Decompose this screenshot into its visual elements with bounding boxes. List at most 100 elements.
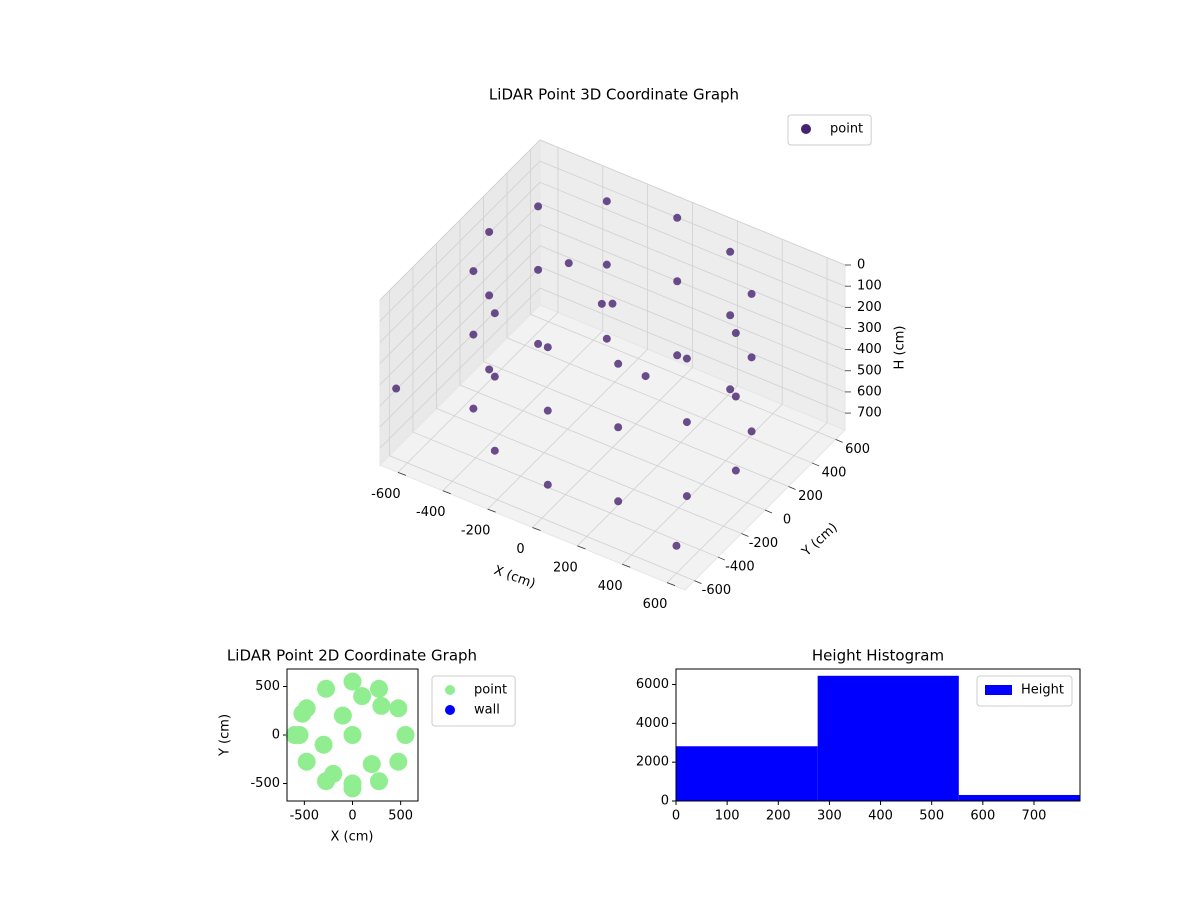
- x-tick-label: 200: [766, 809, 791, 824]
- legend-box: [787, 114, 872, 146]
- grid-line: [379, 287, 541, 449]
- grid-line: [389, 455, 695, 581]
- point: [297, 752, 316, 771]
- point: [485, 227, 494, 236]
- z-tick-label: 100: [857, 279, 882, 294]
- legend-label: point: [830, 122, 863, 137]
- tick-mark: [487, 508, 496, 513]
- tick-mark: [788, 486, 796, 490]
- point: [324, 764, 343, 783]
- tick-mark: [694, 580, 702, 584]
- point: [485, 365, 494, 374]
- grid-line: [436, 408, 742, 534]
- point: [731, 392, 740, 401]
- point: [369, 772, 388, 791]
- x-tick-label: 0: [672, 809, 680, 824]
- chart-title: LiDAR Point 2D Coordinate Graph: [227, 647, 477, 665]
- x-tick-label: -500: [290, 809, 320, 824]
- point: [353, 687, 372, 706]
- legend-label: Height: [1021, 683, 1064, 698]
- point: [641, 372, 650, 381]
- z-tick-label: 0: [857, 258, 865, 273]
- grid-line: [539, 245, 846, 372]
- z-tick-label: 300: [857, 321, 882, 336]
- y-tick-label: 0: [783, 513, 791, 528]
- point: [543, 343, 552, 352]
- grid-line: [506, 337, 813, 464]
- point: [543, 406, 552, 415]
- point: [726, 385, 735, 394]
- tick-mark: [811, 462, 820, 467]
- x-tick-label: 100: [715, 809, 740, 824]
- point: [747, 353, 756, 362]
- tick-mark: [717, 556, 726, 561]
- tick-mark: [764, 509, 773, 514]
- point: [614, 497, 623, 506]
- y-tick-label: 600: [845, 442, 870, 457]
- point: [726, 247, 735, 256]
- grid-line: [539, 224, 846, 350]
- tick-mark: [442, 490, 451, 495]
- point: [389, 752, 408, 771]
- z-tick-label: 600: [857, 384, 882, 399]
- y-tick-label: 6000: [636, 677, 669, 692]
- grid-line: [459, 384, 766, 511]
- tick-mark: [532, 527, 541, 531]
- y-tick-label: 0: [661, 794, 669, 809]
- point: [317, 679, 336, 698]
- z-tick-label: 200: [857, 300, 882, 315]
- axes-frame: [675, 668, 1081, 802]
- y-tick-label: -500: [250, 776, 280, 791]
- y-tick-label: 500: [255, 679, 280, 694]
- point: [614, 423, 623, 432]
- chart-title: LiDAR Point 3D Coordinate Graph: [489, 86, 739, 104]
- point: [534, 265, 543, 274]
- grid-line: [539, 139, 846, 266]
- z-axis-label: H (cm): [893, 326, 908, 370]
- y-axis-label: Y (cm): [218, 714, 233, 757]
- point: [673, 277, 682, 286]
- point: [343, 726, 362, 744]
- y-tick-label: -600: [702, 583, 732, 598]
- x-axis-label: X (cm): [331, 830, 374, 845]
- point: [747, 289, 756, 298]
- point: [731, 329, 740, 338]
- grid-line: [379, 160, 541, 322]
- point: [682, 354, 691, 363]
- point: [293, 704, 312, 723]
- point: [726, 311, 735, 320]
- grid-line: [379, 266, 541, 428]
- grid-line: [379, 224, 541, 385]
- x-tick-label: -200: [461, 524, 491, 539]
- x-tick-label: 600: [643, 597, 668, 612]
- point: [372, 696, 391, 715]
- point: [534, 202, 543, 211]
- grid-line: [379, 182, 541, 343]
- tick-mark: [622, 563, 631, 568]
- legend-label: point: [474, 683, 507, 698]
- grid-line: [379, 245, 541, 407]
- grid-line: [539, 203, 846, 329]
- point: [490, 446, 499, 455]
- point: [534, 339, 543, 348]
- y-tick-label: 2000: [636, 755, 669, 770]
- tick-mark: [666, 582, 676, 587]
- point: [682, 418, 691, 427]
- legend-marker: [801, 124, 811, 134]
- point: [490, 372, 499, 381]
- x-tick-label: 600: [970, 809, 995, 824]
- point: [369, 679, 388, 698]
- z-tick-label: 500: [857, 363, 882, 378]
- point: [469, 404, 478, 413]
- x-tick-label: 400: [598, 579, 623, 594]
- grid-line: [379, 203, 541, 364]
- point: [682, 492, 691, 501]
- y-tick-label: 4000: [636, 716, 669, 731]
- x-tick-label: 700: [1022, 809, 1047, 824]
- point: [469, 267, 478, 276]
- point: [602, 334, 611, 343]
- x-tick-label: 0: [348, 809, 356, 824]
- grid-line: [539, 181, 846, 308]
- x-tick-label: 400: [868, 809, 893, 824]
